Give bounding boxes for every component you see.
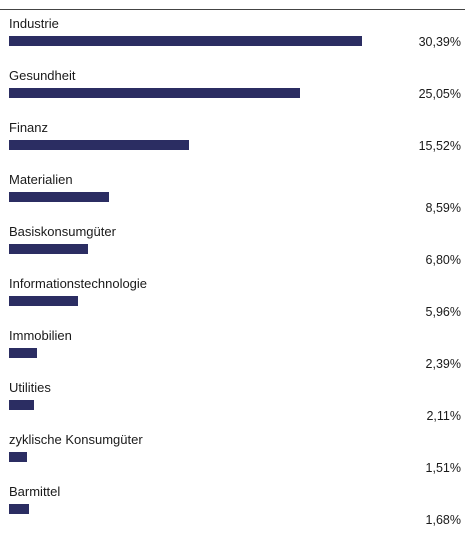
bar-row: Gesundheit 25,05%: [0, 68, 465, 120]
category-label: Finanz: [9, 120, 49, 135]
category-label: Materialien: [9, 172, 73, 187]
bar: [9, 504, 29, 514]
bar-row: Finanz 15,52%: [0, 120, 465, 172]
bar-row: Informationstechnologie 5,96%: [0, 276, 465, 328]
bar: [9, 348, 37, 358]
value-label: 30,39%: [418, 35, 461, 49]
value-label: 6,80%: [425, 253, 461, 267]
category-label: Basiskonsumgüter: [9, 224, 116, 239]
category-label: Immobilien: [9, 328, 72, 343]
value-label: 1,68%: [425, 513, 461, 527]
value-label: 5,96%: [425, 305, 461, 319]
top-rule: [0, 9, 465, 10]
bar: [9, 400, 34, 410]
category-label: Informationstechnologie: [9, 276, 148, 291]
bar-row: zyklische Konsumgüter 1,51%: [0, 432, 465, 484]
category-label: Gesundheit: [9, 68, 76, 83]
bar: [9, 244, 88, 254]
bar-row: Barmittel 1,68%: [0, 484, 465, 536]
bar: [9, 140, 190, 150]
bar-row: Materialien 8,59%: [0, 172, 465, 224]
category-label: Barmittel: [9, 484, 61, 499]
category-label: Industrie: [9, 16, 59, 31]
bar: [9, 296, 79, 306]
sector-bar-chart: Industrie 30,39% Gesundheit 25,05% Finanz 15,…: [0, 9, 465, 527]
value-label: 15,52%: [418, 139, 461, 153]
value-label: 25,05%: [418, 87, 461, 101]
bar: [9, 88, 300, 98]
bar-row: Industrie 30,39%: [0, 16, 465, 68]
bar-row: Utilities 2,11%: [0, 380, 465, 432]
category-label: zyklische Konsumgüter: [9, 432, 143, 447]
value-label: 2,11%: [426, 409, 461, 423]
category-label: Utilities: [9, 380, 51, 395]
value-label: 1,51%: [425, 461, 461, 475]
bar: [9, 36, 362, 46]
bar-row: Basiskonsumgüter 6,80%: [0, 224, 465, 276]
bar: [9, 192, 109, 202]
value-label: 8,59%: [425, 201, 461, 215]
bar: [9, 452, 27, 462]
value-label: 2,39%: [425, 357, 461, 371]
bar-row: Immobilien 2,39%: [0, 328, 465, 380]
